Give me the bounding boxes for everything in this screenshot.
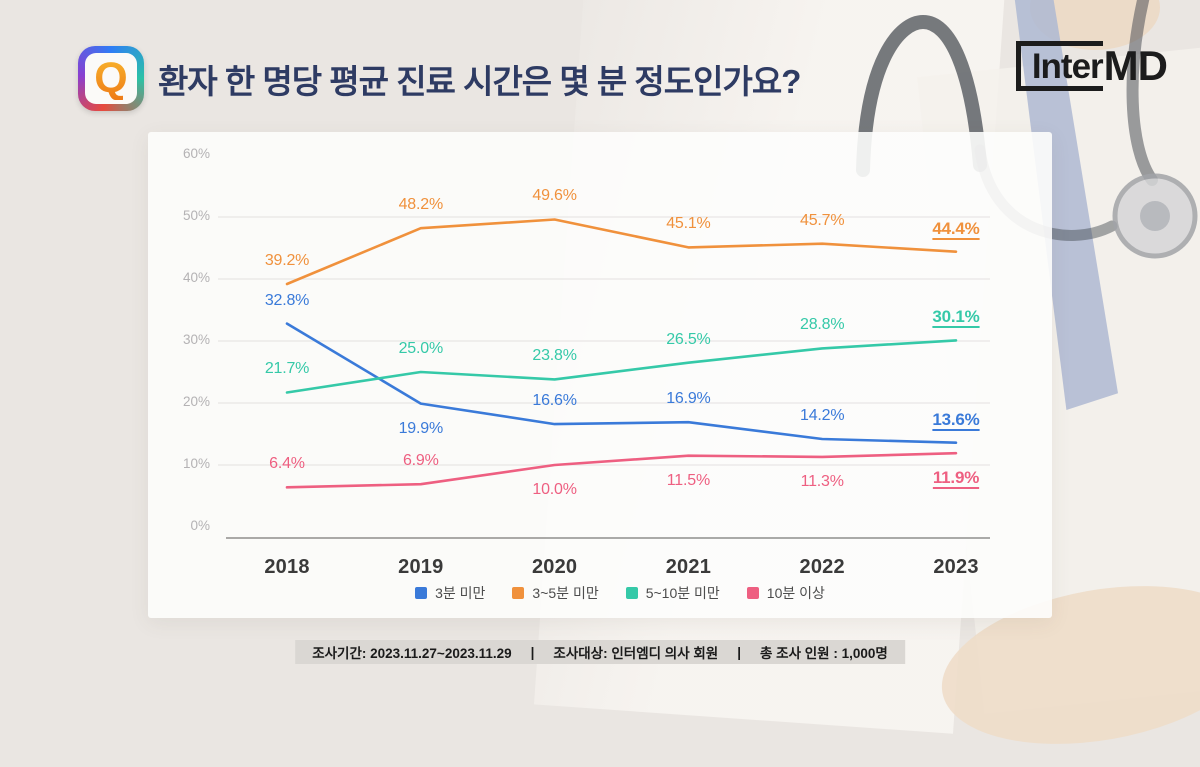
x-axis-label: 2023 [933, 556, 979, 578]
legend-item: 5~10분 미만 [625, 583, 720, 603]
data-label: 11.3% [800, 472, 844, 490]
legend-item: 3~5분 미만 [512, 583, 599, 603]
data-label: 32.8% [264, 291, 310, 309]
page-title: 환자 한 명당 평균 진료 시간은 몇 분 정도인가요? [158, 62, 801, 100]
y-axis-tick: 10% [182, 456, 210, 471]
x-axis-label: 2020 [531, 556, 578, 578]
legend-swatch [415, 587, 428, 599]
stethoscope-icon [856, 0, 1198, 259]
data-label: 45.7% [800, 211, 845, 229]
data-label: 26.5% [666, 330, 711, 348]
legend-label: 3분 미만 [435, 585, 486, 601]
y-axis-tick: 20% [182, 394, 210, 409]
legend-label: 3~5분 미만 [532, 585, 599, 601]
data-label: 39.2% [264, 251, 310, 269]
footer-separator: | [530, 644, 535, 660]
logo-bracket: Inter [1015, 41, 1104, 91]
legend-label: 10분 이상 [766, 585, 825, 601]
question-badge-inner: Q [85, 53, 137, 104]
data-label: 25.0% [398, 340, 444, 357]
question-badge: Q [78, 46, 144, 111]
logo-text-md: MD [1103, 42, 1168, 89]
chart-canvas [218, 216, 990, 539]
x-axis-label: 2019 [398, 556, 444, 578]
y-axis-tick: 30% [182, 332, 210, 347]
data-label: 44.4% [932, 218, 980, 238]
data-label: 6.9% [402, 452, 439, 470]
data-label: 11.5% [666, 471, 710, 489]
series-line-1 [285, 218, 958, 286]
data-label: 48.2% [398, 196, 444, 214]
survey-footer: 조사기간: 2023.11.27~2023.11.29 | 조사대상: 인터엠디… [295, 640, 905, 664]
data-label: 10.0% [532, 481, 577, 498]
footer-item-target: 조사대상: 인터엠디 의사 회원 [553, 646, 719, 661]
chart-legend: 3분 미만 3~5분 미만 5~10분 미만 10분 이상 [208, 583, 1032, 603]
data-label: 23.8% [532, 347, 577, 365]
series-line-0 [285, 322, 958, 445]
legend-item: 3분 미만 [415, 583, 485, 603]
intermd-logo: Inter MD [1015, 41, 1168, 91]
footer-item-period: 조사기간: 2023.11.27~2023.11.29 [312, 646, 512, 661]
legend-item: 10분 이상 [746, 583, 825, 603]
legend-swatch [512, 587, 525, 599]
x-axis-label: 2018 [264, 556, 310, 578]
data-label: 28.8% [800, 316, 845, 334]
y-axis-tick: 60% [182, 146, 210, 161]
footer-separator: | [737, 644, 741, 660]
data-label: 30.1% [932, 307, 980, 327]
y-axis-tick: 50% [182, 208, 210, 223]
series-line-2 [285, 339, 958, 394]
legend-label: 5~10분 미만 [645, 585, 720, 601]
chart-panel: 60% 50% 40% 30% 20% 10% 0% 2018 2019 2020 2021 202… [148, 132, 1052, 618]
legend-swatch [625, 587, 638, 599]
data-label: 14.2% [800, 406, 845, 424]
data-label: 13.6% [932, 409, 980, 429]
data-label: 16.9% [666, 390, 711, 408]
x-axis-label: 2022 [799, 556, 845, 578]
data-label: 19.9% [398, 419, 444, 437]
data-label: 6.4% [269, 455, 305, 473]
header: Q 환자 한 명당 평균 진료 시간은 몇 분 정도인가요? [78, 46, 801, 111]
data-label: 16.6% [532, 392, 577, 410]
data-label: 49.6% [532, 187, 577, 205]
x-axis-label: 2021 [665, 556, 712, 578]
data-label: 45.1% [666, 215, 711, 233]
data-label: 11.9% [932, 468, 980, 488]
footer-item-count: 총 조사 인원 : 1,000명 [760, 646, 888, 661]
legend-swatch [746, 587, 759, 599]
y-axis-tick: 40% [182, 270, 210, 285]
q-letter: Q [94, 54, 128, 102]
y-axis-tick: 0% [190, 518, 210, 533]
logo-text-inner: Inter [1031, 46, 1104, 86]
data-label: 21.7% [264, 360, 310, 378]
series-line-3 [285, 451, 958, 489]
